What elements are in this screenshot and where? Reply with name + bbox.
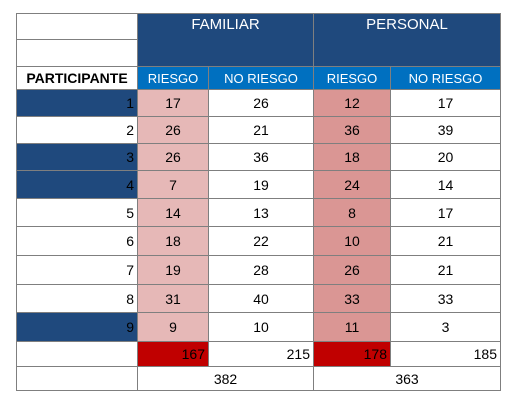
personal-no-riesgo-value: 17 xyxy=(390,89,501,117)
familiar-group-header: FAMILIAR xyxy=(137,13,314,67)
personal-riesgo-value: 12 xyxy=(313,89,391,117)
familiar-riesgo-value: 26 xyxy=(137,143,209,171)
familiar-riesgo-total: 167 xyxy=(137,341,209,367)
familiar-no-riesgo-value: 13 xyxy=(208,198,314,227)
participant-number: 3 xyxy=(16,143,138,171)
participant-number: 2 xyxy=(16,116,138,144)
personal-riesgo-total: 178 xyxy=(313,341,391,367)
personal-group-header: PERSONAL xyxy=(313,13,501,67)
familiar-riesgo-value: 18 xyxy=(137,226,209,256)
participant-number: 4 xyxy=(16,170,138,199)
blank-header-cell-middle xyxy=(16,39,138,67)
familiar-sum: 382 xyxy=(137,366,314,391)
participant-column-header: PARTICIPANTE xyxy=(16,66,138,90)
participant-number: 7 xyxy=(16,255,138,285)
personal-riesgo-header: RIESGO xyxy=(313,66,391,90)
familiar-riesgo-value: 26 xyxy=(137,116,209,144)
familiar-riesgo-header: RIESGO xyxy=(137,66,209,90)
personal-no-riesgo-value: 21 xyxy=(390,255,501,285)
familiar-riesgo-value: 31 xyxy=(137,284,209,313)
participant-number: 6 xyxy=(16,226,138,256)
personal-no-riesgo-value: 20 xyxy=(390,143,501,171)
personal-no-riesgo-value: 17 xyxy=(390,198,501,227)
participant-number: 5 xyxy=(16,198,138,227)
familiar-no-riesgo-total: 215 xyxy=(208,341,314,367)
blank-header-cell-top xyxy=(16,13,138,40)
familiar-no-riesgo-header: NO RIESGO xyxy=(208,66,314,90)
participant-number: 9 xyxy=(16,312,138,342)
personal-sum: 363 xyxy=(313,366,501,391)
personal-no-riesgo-total: 185 xyxy=(390,341,501,367)
familiar-riesgo-value: 7 xyxy=(137,170,209,199)
personal-riesgo-value: 26 xyxy=(313,255,391,285)
familiar-riesgo-value: 19 xyxy=(137,255,209,285)
personal-riesgo-value: 36 xyxy=(313,116,391,144)
familiar-no-riesgo-value: 22 xyxy=(208,226,314,256)
personal-riesgo-value: 8 xyxy=(313,198,391,227)
familiar-riesgo-value: 17 xyxy=(137,89,209,117)
totals-label-cell xyxy=(16,341,138,367)
personal-riesgo-value: 24 xyxy=(313,170,391,199)
personal-no-riesgo-value: 21 xyxy=(390,226,501,256)
personal-no-riesgo-header: NO RIESGO xyxy=(390,66,501,90)
familiar-no-riesgo-value: 40 xyxy=(208,284,314,313)
familiar-no-riesgo-value: 21 xyxy=(208,116,314,144)
familiar-no-riesgo-value: 28 xyxy=(208,255,314,285)
familiar-no-riesgo-value: 10 xyxy=(208,312,314,342)
familiar-no-riesgo-value: 26 xyxy=(208,89,314,117)
familiar-no-riesgo-value: 19 xyxy=(208,170,314,199)
personal-riesgo-value: 33 xyxy=(313,284,391,313)
personal-no-riesgo-value: 39 xyxy=(390,116,501,144)
familiar-riesgo-value: 9 xyxy=(137,312,209,342)
familiar-no-riesgo-value: 36 xyxy=(208,143,314,171)
familiar-riesgo-value: 14 xyxy=(137,198,209,227)
participant-number: 8 xyxy=(16,284,138,313)
sum-label-cell xyxy=(16,366,138,391)
personal-no-riesgo-value: 3 xyxy=(390,312,501,342)
personal-riesgo-value: 10 xyxy=(313,226,391,256)
personal-riesgo-value: 18 xyxy=(313,143,391,171)
personal-no-riesgo-value: 33 xyxy=(390,284,501,313)
personal-no-riesgo-value: 14 xyxy=(390,170,501,199)
participant-number: 1 xyxy=(16,89,138,117)
personal-riesgo-value: 11 xyxy=(313,312,391,342)
